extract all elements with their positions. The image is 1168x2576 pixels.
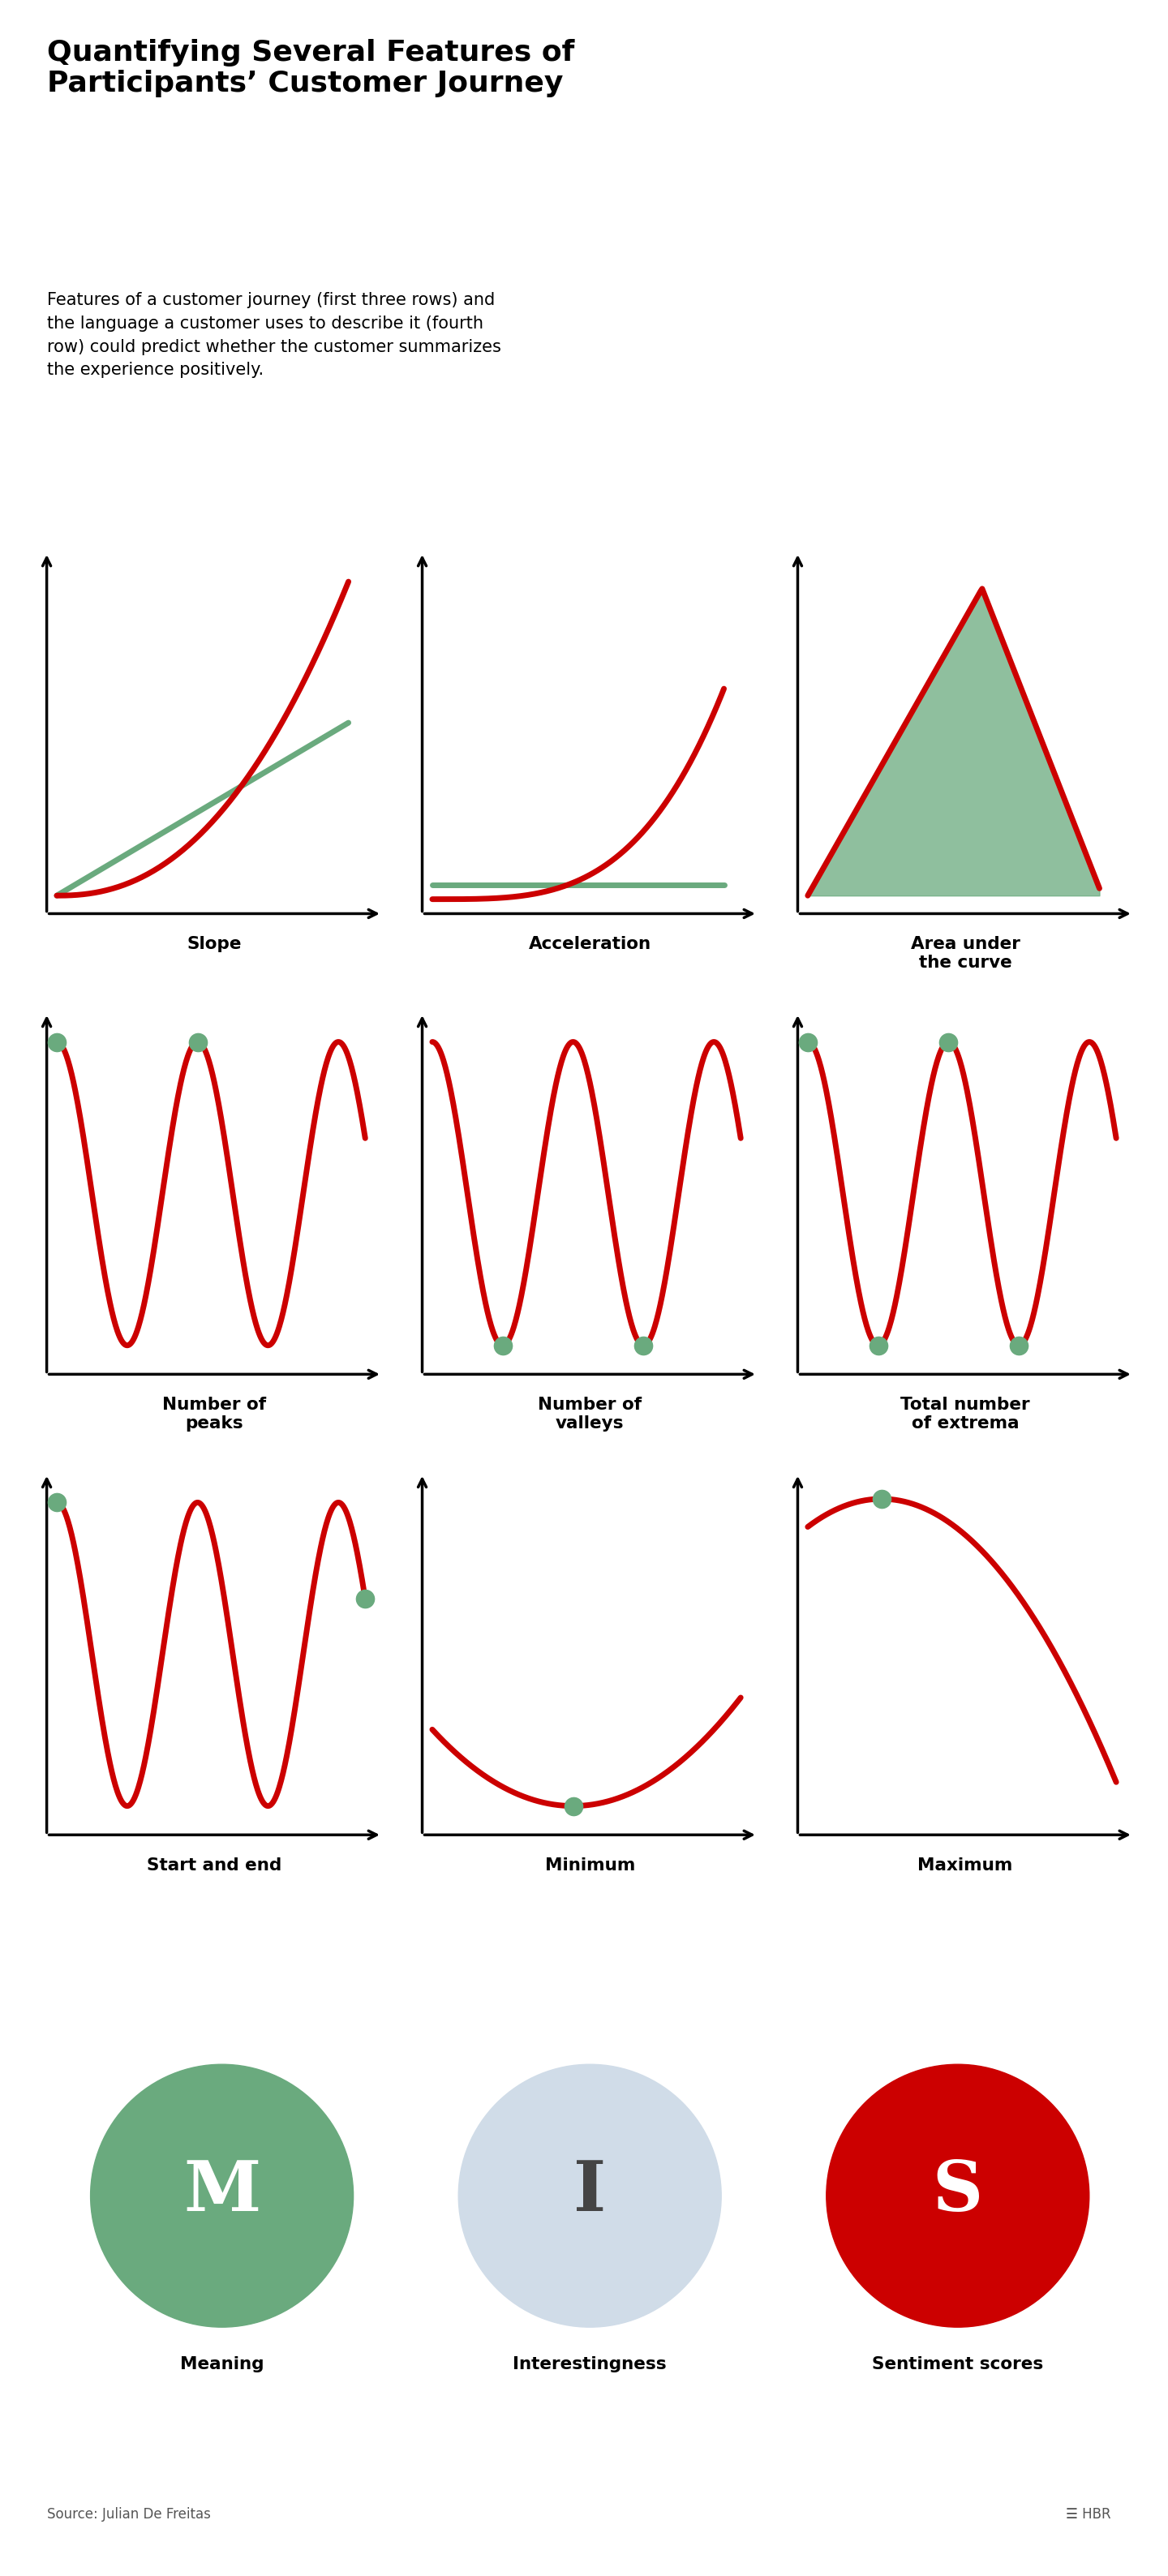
- Text: Sentiment scores: Sentiment scores: [872, 2357, 1043, 2372]
- Text: Acceleration: Acceleration: [529, 935, 651, 953]
- Circle shape: [459, 2063, 722, 2326]
- Circle shape: [827, 2063, 1089, 2326]
- Text: Start and end: Start and end: [147, 1857, 281, 1873]
- Text: Maximum: Maximum: [918, 1857, 1013, 1873]
- Text: Area under
the curve: Area under the curve: [911, 935, 1020, 971]
- Text: I: I: [573, 2156, 606, 2226]
- Text: Quantifying Several Features of
Participants’ Customer Journey: Quantifying Several Features of Particip…: [47, 39, 575, 98]
- Text: Number of
peaks: Number of peaks: [162, 1396, 266, 1432]
- Text: ☰ HBR: ☰ HBR: [1066, 2506, 1111, 2522]
- Text: M: M: [183, 2156, 260, 2226]
- Text: Features of a customer journey (first three rows) and
the language a customer us: Features of a customer journey (first th…: [47, 291, 501, 379]
- Text: Meaning: Meaning: [180, 2357, 264, 2372]
- Text: Minimum: Minimum: [544, 1857, 635, 1873]
- Text: Total number
of extrema: Total number of extrema: [901, 1396, 1030, 1432]
- Text: Slope: Slope: [187, 935, 242, 953]
- Text: S: S: [932, 2156, 983, 2226]
- Text: Source: Julian De Freitas: Source: Julian De Freitas: [47, 2506, 210, 2522]
- Text: Number of
valleys: Number of valleys: [538, 1396, 641, 1432]
- Text: Interestingness: Interestingness: [513, 2357, 667, 2372]
- Circle shape: [91, 2063, 353, 2326]
